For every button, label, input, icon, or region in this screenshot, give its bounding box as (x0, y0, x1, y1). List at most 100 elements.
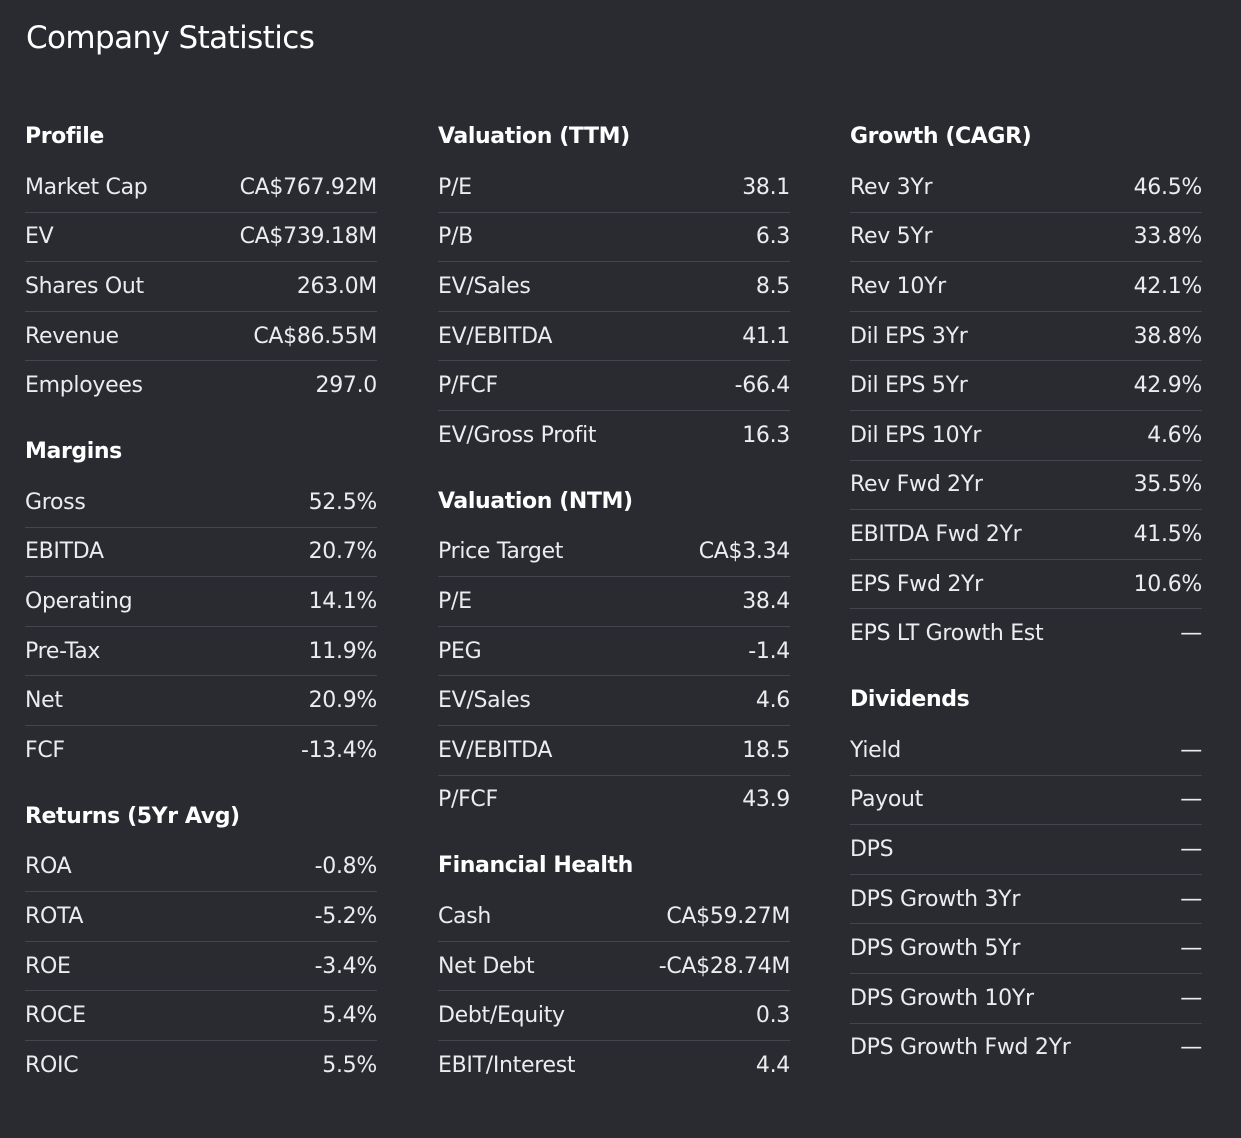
stat-label: EV/EBITDA (438, 323, 553, 349)
section-title: Profile (25, 124, 104, 149)
stat-value: 41.5% (1133, 521, 1203, 547)
stat-value: -1.4 (748, 638, 790, 664)
stat-row: Rev 10Yr 42.1% (850, 262, 1202, 312)
stat-label: EV (25, 224, 54, 250)
stat-label: P/E (438, 174, 472, 200)
stat-row: EBITDA Fwd 2Yr 41.5% (850, 510, 1202, 560)
stat-value: 18.5 (742, 737, 790, 763)
stat-value: -5.2% (314, 903, 378, 929)
section-margins: Margins Gross 52.5% EBITDA 20.7% Operating… (25, 429, 377, 775)
stat-label: ROIC (25, 1052, 79, 1078)
stat-value: — (1180, 621, 1202, 647)
stat-row: Price Target CA$3.34 (438, 528, 790, 578)
stat-value: 38.1 (742, 174, 790, 200)
stat-row: Rev 3Yr 46.5% (850, 163, 1202, 213)
stat-value: 263.0M (296, 273, 377, 299)
stat-label: PEG (438, 638, 482, 664)
stat-value: 38.8% (1133, 323, 1203, 349)
stat-row: P/FCF 43.9 (438, 776, 790, 825)
stat-value: 38.4 (742, 588, 790, 614)
stat-label: Operating (25, 588, 133, 614)
section-title: Dividends (850, 686, 970, 712)
stat-row: Dil EPS 5Yr 42.9% (850, 361, 1202, 411)
stat-label: Gross (25, 489, 86, 515)
stat-label: Pre-Tax (25, 638, 101, 664)
stat-row: Debt/Equity 0.3 (438, 991, 790, 1041)
stat-row: Operating 14.1% (25, 577, 377, 627)
stat-label: EPS Fwd 2Yr (850, 571, 983, 597)
stat-row: Dil EPS 3Yr 38.8% (850, 312, 1202, 362)
stat-row: Yield — (850, 726, 1202, 776)
stat-label: ROCE (25, 1003, 86, 1029)
stat-value: 42.1% (1133, 273, 1203, 299)
stat-label: EV/Gross Profit (438, 422, 597, 448)
stat-label: EBITDA (25, 539, 104, 565)
stat-value: 16.3 (742, 422, 790, 448)
stat-label: Cash (438, 903, 492, 929)
stat-value: CA$767.92M (239, 174, 378, 200)
stat-value: CA$3.34 (698, 539, 791, 565)
section-financial-health: Financial Health Cash CA$59.27M Net Debt -… (438, 843, 790, 1089)
stat-row: ROE -3.4% (25, 942, 377, 992)
stat-row: EBITDA 20.7% (25, 528, 377, 578)
stat-value: 4.6 (755, 688, 790, 714)
stat-row: Rev Fwd 2Yr 35.5% (850, 461, 1202, 511)
stat-value: 20.9% (308, 688, 378, 714)
stat-label: Dil EPS 10Yr (850, 422, 982, 448)
stat-row: EV/Sales 4.6 (438, 676, 790, 726)
stat-row: EPS LT Growth Est — (850, 609, 1202, 658)
stat-row: P/B 6.3 (438, 213, 790, 263)
stat-label: Dil EPS 3Yr (850, 323, 968, 349)
section-title: Growth (CAGR) (850, 124, 1032, 149)
stat-row: P/E 38.4 (438, 577, 790, 627)
stat-label: Rev 10Yr (850, 273, 946, 299)
stat-row: Dil EPS 10Yr 4.6% (850, 411, 1202, 461)
stat-row: Rev 5Yr 33.8% (850, 213, 1202, 263)
stat-label: Dil EPS 5Yr (850, 373, 968, 399)
stat-row: FCF -13.4% (25, 726, 377, 775)
stat-label: EV/Sales (438, 273, 531, 299)
stat-label: EBITDA Fwd 2Yr (850, 521, 1022, 547)
stat-label: EV/Sales (438, 688, 531, 714)
section-title: Margins (25, 438, 122, 464)
stat-row: Employees 297.0 (25, 361, 377, 410)
stat-label: ROE (25, 953, 71, 979)
stat-label: Net Debt (438, 953, 535, 979)
stat-label: EV/EBITDA (438, 737, 553, 763)
stat-value: 10.6% (1133, 571, 1203, 597)
stats-column-1: Profile Market Cap CA$767.92M EV CA$739.18… (25, 114, 377, 1090)
stat-value: 14.1% (308, 588, 378, 614)
stat-label: ROTA (25, 903, 84, 929)
stat-label: Yield (850, 737, 901, 763)
stat-value: — (1180, 787, 1202, 813)
stat-value: 35.5% (1133, 472, 1203, 498)
stat-row: DPS Growth 5Yr — (850, 924, 1202, 974)
stat-row: Revenue CA$86.55M (25, 312, 377, 362)
stat-row: EV/EBITDA 41.1 (438, 312, 790, 362)
section-title: Returns (5Yr Avg) (25, 803, 240, 829)
stat-value: 41.1 (742, 323, 790, 349)
stat-value: 8.5 (755, 273, 790, 299)
stat-value: -0.8% (314, 854, 378, 880)
stat-value: 6.3 (755, 224, 790, 250)
stat-row: Pre-Tax 11.9% (25, 627, 377, 677)
stat-value: 46.5% (1133, 174, 1203, 200)
stat-value: -CA$28.74M (658, 953, 791, 979)
stat-row: DPS — (850, 825, 1202, 875)
stat-label: DPS Growth 10Yr (850, 985, 1034, 1011)
stat-value: 33.8% (1133, 224, 1203, 250)
stat-label: Shares Out (25, 273, 144, 299)
stat-label: Rev Fwd 2Yr (850, 472, 983, 498)
stat-row: Gross 52.5% (25, 478, 377, 528)
stat-label: P/E (438, 588, 472, 614)
stat-value: 52.5% (308, 489, 378, 515)
stat-value: -3.4% (314, 953, 378, 979)
stat-value: CA$86.55M (253, 323, 377, 349)
stat-row: Market Cap CA$767.92M (25, 163, 377, 213)
stat-row: ROIC 5.5% (25, 1041, 377, 1090)
stat-value: 0.3 (755, 1003, 790, 1029)
stat-row: DPS Growth 10Yr — (850, 974, 1202, 1024)
stat-value: 5.4% (322, 1003, 377, 1029)
stat-row: EV/Gross Profit 16.3 (438, 411, 790, 460)
stat-value: -13.4% (300, 737, 377, 763)
